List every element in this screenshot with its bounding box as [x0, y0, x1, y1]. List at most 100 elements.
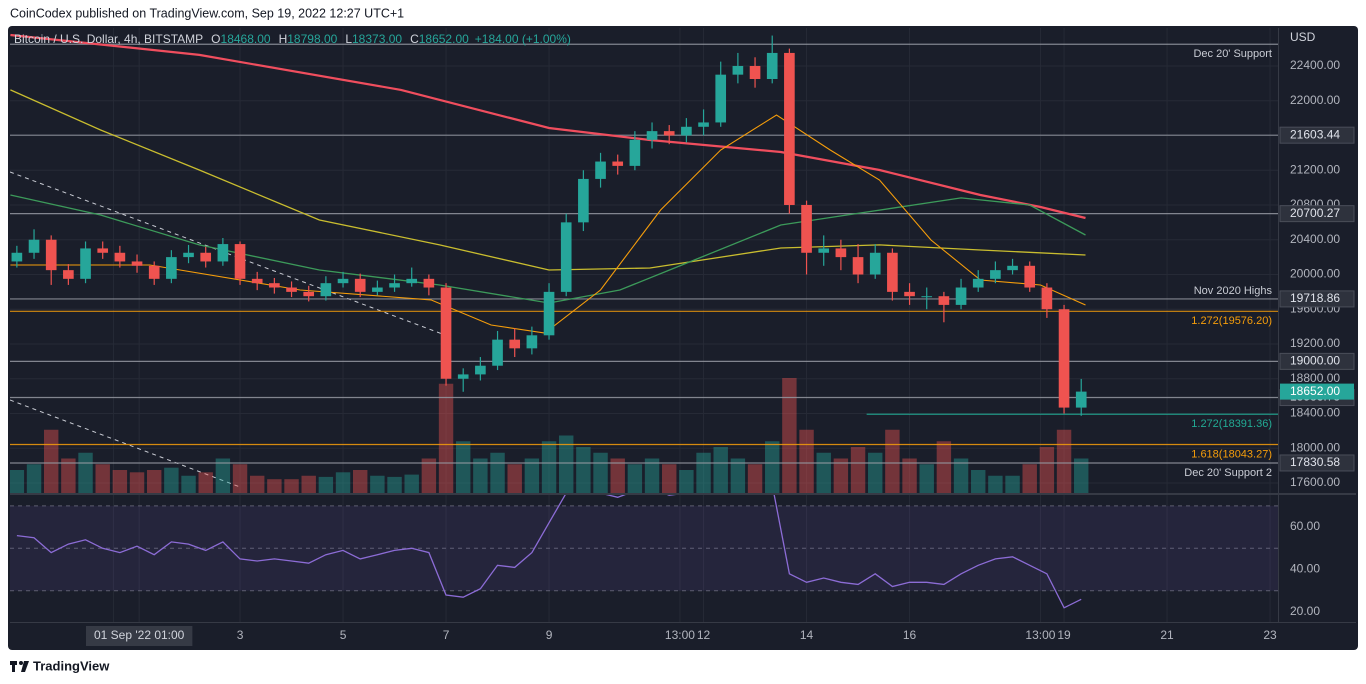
candle-body — [251, 278, 263, 284]
volume-bar — [473, 458, 488, 493]
legend-item: 18652.00 — [419, 32, 469, 46]
candle-body — [526, 335, 538, 349]
x-tick-label: 21 — [1160, 628, 1174, 642]
legend-item: L — [345, 32, 352, 46]
x-tick-label: 13:00 — [665, 628, 695, 642]
candle-body — [406, 278, 418, 284]
candle-body — [543, 291, 555, 336]
rsi-tick-label: 40.00 — [1290, 562, 1320, 576]
y-tick-label: 18800.00 — [1290, 371, 1340, 385]
price-tag — [1279, 205, 1355, 223]
volume-bar — [988, 475, 1003, 493]
x-tick-label: 19 — [1057, 628, 1071, 642]
moving-average — [10, 89, 1086, 271]
volume-bar — [953, 458, 969, 493]
volume-bar — [507, 464, 522, 493]
legend-item: Bitcoin / U.S. Dollar, 4h, BITSTAMP — [14, 32, 203, 46]
volume-bar — [95, 464, 110, 493]
crosshair-label-bg — [85, 626, 193, 646]
volume-bar — [387, 476, 402, 493]
y-tick-label: 18400.00 — [1290, 406, 1340, 420]
candle-body — [681, 126, 692, 136]
legend: Bitcoin / U.S. Dollar, 4h, BITSTAMP O1846… — [14, 32, 571, 46]
legend-item: O — [211, 32, 220, 46]
volume-bar — [850, 447, 866, 493]
candle-body — [11, 252, 23, 262]
volume-bar — [662, 464, 677, 493]
volume-bar — [885, 429, 900, 493]
volume-bar — [301, 475, 316, 493]
candle-body — [560, 222, 572, 292]
legend-item: +184.00 (+1.00%) — [475, 32, 571, 46]
price-tag — [1279, 290, 1355, 308]
volume-bar — [936, 441, 952, 493]
volume-bar — [181, 475, 196, 493]
candle-body — [389, 283, 400, 288]
volume-bar — [490, 452, 505, 493]
level-name: Dec 20' Support — [1193, 48, 1272, 60]
candle-body — [646, 131, 658, 140]
candle-body — [990, 270, 1001, 279]
y-tick-label: 18000.00 — [1290, 440, 1340, 454]
candle-body — [766, 52, 778, 80]
candle-body — [921, 296, 933, 298]
candle-body — [938, 296, 950, 305]
volume-bar — [713, 447, 728, 493]
y-tick-label: 20400.00 — [1290, 232, 1340, 246]
candle-body — [131, 261, 143, 266]
candle-body — [801, 204, 812, 253]
candle-body — [835, 248, 847, 258]
price-tag — [1279, 126, 1355, 144]
x-tick-label: 14 — [800, 628, 814, 642]
currency-label: USD — [1290, 30, 1316, 44]
trend-drawing — [10, 399, 241, 488]
volume-bar — [112, 470, 128, 493]
candle-body — [852, 257, 864, 275]
last-price-tag — [1280, 383, 1354, 400]
legend-item: H — [279, 32, 288, 46]
candle-body — [97, 248, 109, 253]
volume-bar — [215, 458, 231, 493]
volume-bar — [421, 458, 437, 493]
candle-body — [629, 139, 641, 166]
volume-bar — [627, 464, 643, 493]
candle-body — [1041, 287, 1053, 310]
price-tag-label: 19000.00 — [1290, 354, 1340, 368]
volume-bar — [610, 458, 625, 493]
candle-body — [28, 239, 40, 253]
legend-item: C — [410, 32, 419, 46]
candle-body — [114, 252, 126, 262]
price-tag — [1279, 352, 1355, 370]
candle-body — [904, 291, 915, 297]
volume-bar — [335, 472, 351, 493]
price-tag-label: 21603.44 — [1290, 127, 1340, 141]
volume-bar — [267, 479, 282, 493]
footer-brand: TradingView — [33, 658, 110, 673]
volume-bar — [43, 429, 59, 493]
candle-body — [869, 252, 881, 275]
candle-body — [303, 291, 315, 297]
level-name: Dec 20' Support 2 — [1184, 467, 1272, 479]
candle-body — [166, 257, 177, 279]
volume-bar — [146, 470, 162, 493]
volume-bar — [10, 470, 25, 493]
candle-body — [578, 178, 589, 223]
volume-bar — [765, 441, 780, 493]
volume-bar — [61, 458, 76, 493]
volume-bar — [129, 472, 145, 493]
price-tag-label: 17830.58 — [1290, 455, 1340, 469]
candle-body — [1058, 309, 1070, 408]
tradingview-logo — [10, 661, 29, 672]
candle-body — [612, 161, 624, 166]
volume-bar — [868, 452, 883, 493]
x-tick-label: 5 — [340, 628, 347, 642]
candle-body — [80, 248, 91, 279]
volume-bar — [782, 378, 797, 493]
legend-item: 18373.00 — [352, 32, 402, 46]
volume-bar — [816, 452, 831, 493]
x-tick-label: 13:00 — [1025, 628, 1055, 642]
last-price-label: 18652.00 — [1290, 384, 1340, 398]
candle-body — [354, 278, 366, 292]
volume-bar — [198, 472, 213, 493]
volume-bar — [232, 464, 248, 493]
